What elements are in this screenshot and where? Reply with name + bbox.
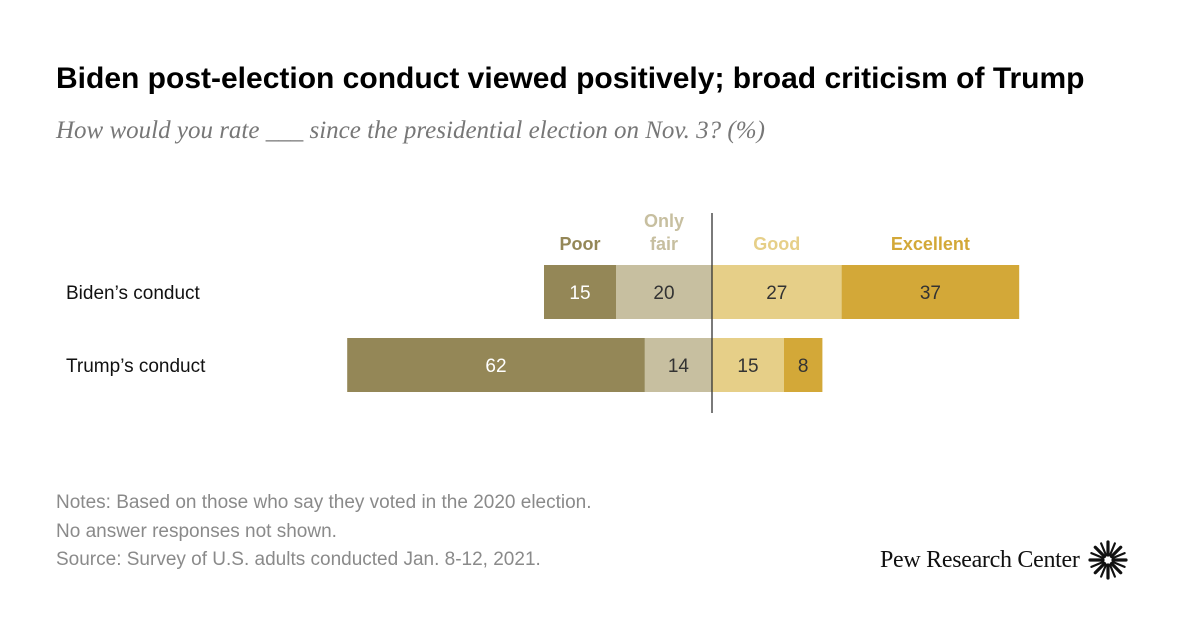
pew-sunburst-icon (1087, 540, 1128, 580)
sunburst-ray (1093, 561, 1106, 575)
sunburst-ray (1099, 563, 1107, 578)
bar-segment (712, 338, 784, 392)
sunburst-ray (1111, 560, 1126, 568)
chart-notes: Notes: Based on those who say they voted… (56, 489, 592, 575)
logo-text: Pew Research Center (880, 546, 1080, 573)
chart-subtitle: How would you rate ___ since the preside… (56, 117, 765, 144)
value-label: 14 (668, 356, 690, 377)
source-line: Source: Survey of U.S. adults conducted … (56, 549, 541, 570)
value-label: 20 (653, 283, 674, 304)
sunburst-ray (1089, 560, 1105, 568)
sunburst-ray (1108, 563, 1116, 578)
bar-segment (644, 338, 712, 392)
sunburst-ray (1099, 542, 1107, 557)
sunburst-ray (1093, 545, 1106, 559)
sunburst-ray (1109, 561, 1122, 575)
bar-segment (544, 265, 616, 319)
value-label: 8 (798, 356, 809, 377)
value-label: 27 (766, 283, 787, 304)
bar-segment (616, 265, 712, 319)
value-label: 37 (920, 283, 941, 304)
bar-segment (712, 265, 842, 319)
bar-segment (784, 338, 823, 392)
chart-title: Biden post-election conduct viewed posit… (56, 62, 1085, 95)
diverging-bar-chart: Biden’s conduct Trump’s conduct 20 15 27 37 14… (66, 211, 1020, 413)
legend-label: Poor (559, 234, 600, 254)
category-label: Trump’s conduct (66, 356, 206, 377)
note-line: Notes: Based on those who say they voted… (56, 492, 592, 513)
sunburst-ray (1111, 552, 1126, 560)
value-label: 15 (569, 283, 590, 304)
legend-label: Good (753, 234, 800, 254)
bar-segment (841, 265, 1020, 319)
pew-logo: Pew Research Center (880, 540, 1128, 580)
sunburst-ray (1089, 552, 1105, 560)
legend-label: fair (650, 234, 678, 254)
legend-label: Only (644, 211, 684, 231)
legend-label: Excellent (891, 234, 970, 254)
note-line: No answer responses not shown. (56, 520, 337, 542)
value-label: 15 (737, 356, 758, 377)
value-label: 62 (485, 356, 506, 377)
sunburst-ray (1108, 542, 1116, 557)
sunburst-ray (1109, 545, 1122, 559)
category-label: Biden’s conduct (66, 283, 201, 304)
bar-segment (347, 338, 645, 392)
